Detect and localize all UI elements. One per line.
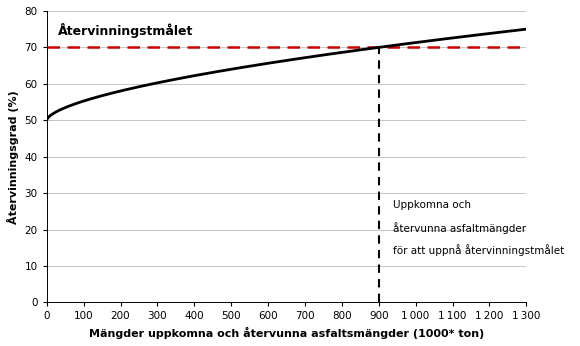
- Text: Återvinningstmålet: Återvinningstmålet: [58, 22, 193, 38]
- Text: återvunna asfaltmängder: återvunna asfaltmängder: [393, 222, 527, 234]
- X-axis label: Mängder uppkomna och återvunna asfaltsmängder (1000* ton): Mängder uppkomna och återvunna asfaltsmä…: [89, 327, 484, 339]
- Text: Uppkomna och: Uppkomna och: [393, 200, 472, 210]
- Y-axis label: Återvinningsgrad (%): Återvinningsgrad (%): [7, 90, 19, 224]
- Text: för att uppnå återvinningstmålet: för att uppnå återvinningstmålet: [393, 244, 565, 256]
